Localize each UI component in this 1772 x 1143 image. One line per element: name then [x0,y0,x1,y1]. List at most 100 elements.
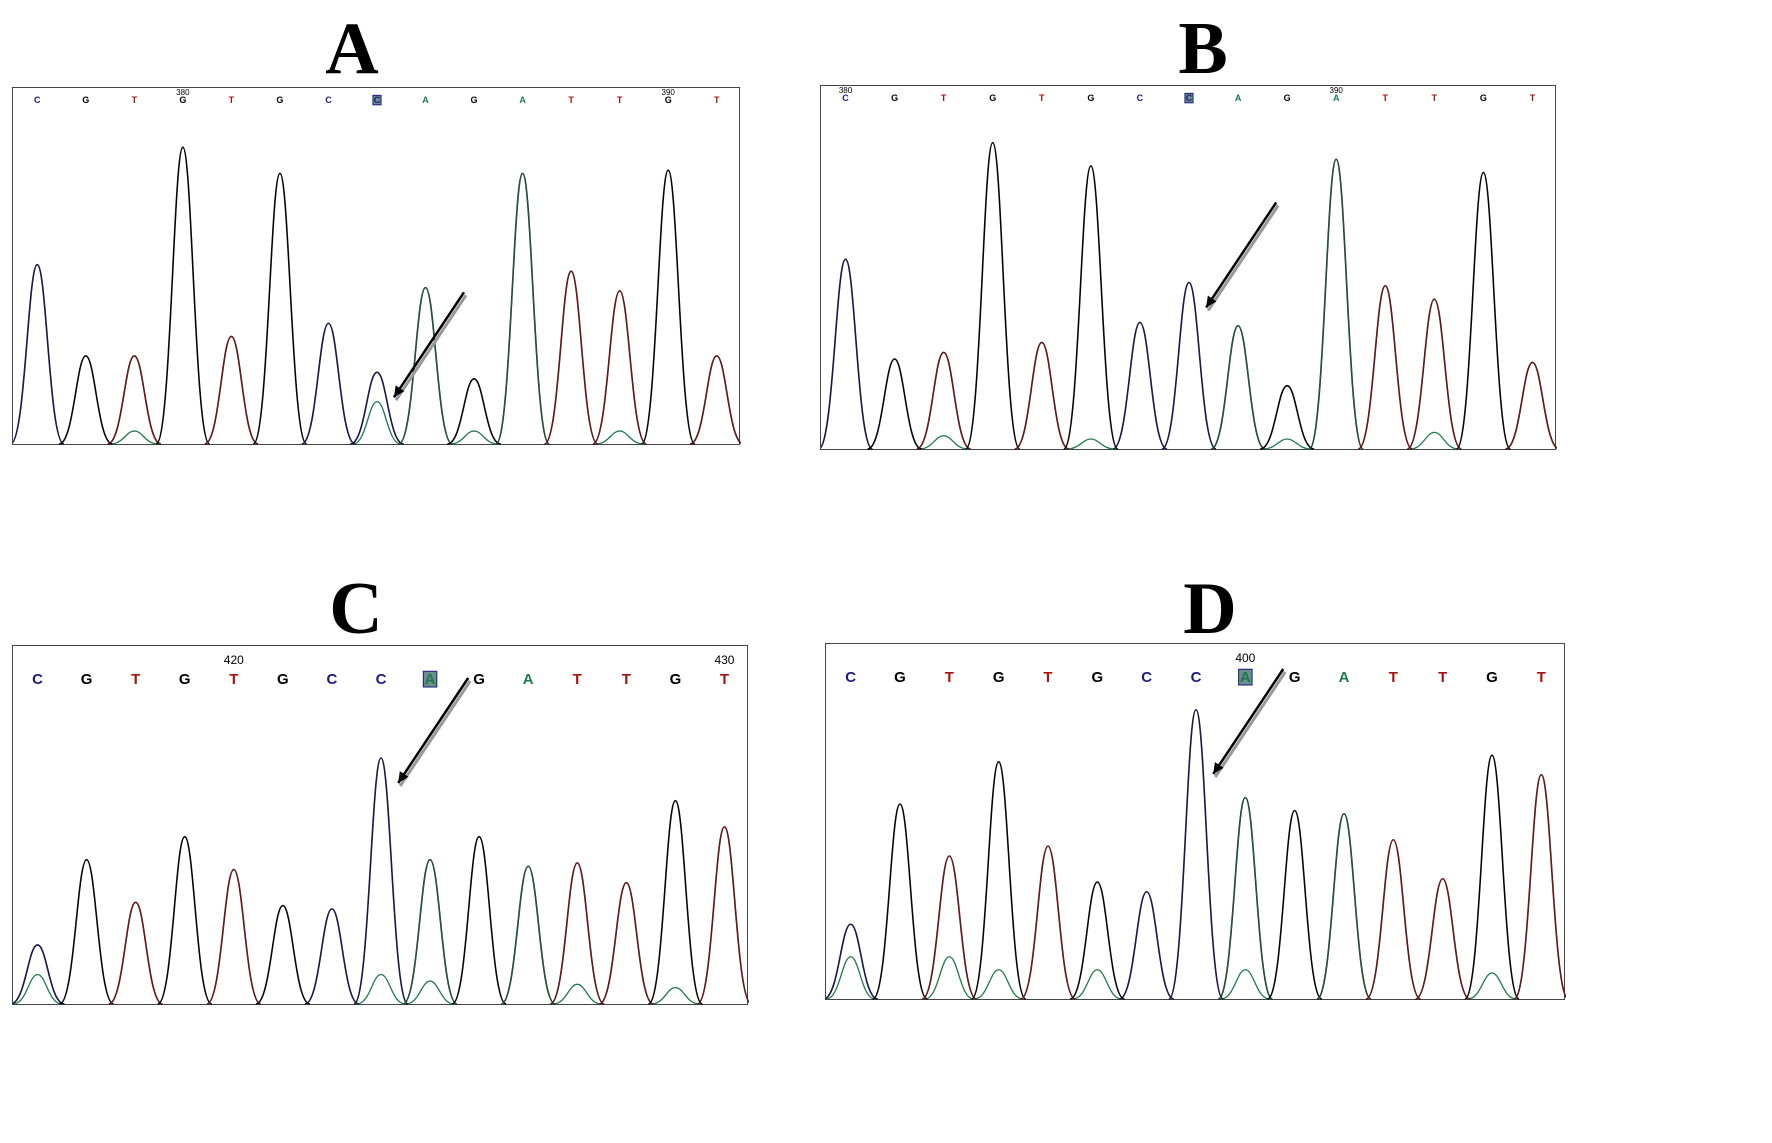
peak-trace-2 [107,355,162,445]
base-call-8: A [1235,93,1242,103]
peak-13 [647,799,704,1005]
minor-peak-5 [1066,438,1116,450]
minor-peak-9 [450,430,499,445]
peak-trace-0 [13,264,65,445]
peak-3 [155,146,211,445]
base-call-8: A [422,95,429,105]
peak-4 [206,868,262,1005]
arrow-head [393,385,405,398]
base-call-1: G [81,671,93,688]
peak-trace-6 [304,908,360,1005]
base-call-9: G [1284,93,1291,103]
highlighted-base-box [372,94,382,106]
arrow-shadow [394,294,468,402]
peak-trace-2 [921,855,977,1000]
base-call-3: G [989,93,996,103]
peak-trace-7 [353,757,409,1005]
minor-peak-9 [1262,438,1312,450]
peak-trace-13 [1464,754,1520,1000]
minor-peak-12 [595,430,644,445]
peak-trace-13 [641,169,696,445]
base-call-10: A [519,95,526,105]
base-call-5: G [276,95,283,105]
highlighted-base-box [422,670,438,688]
peak-trace-4 [1014,341,1069,450]
panel-label-b: B [1178,8,1228,90]
peak-7 [349,371,405,445]
peak-trace-9 [447,378,501,445]
peak-10 [500,865,556,1005]
peak-12 [1406,298,1462,450]
base-call-2: T [131,671,140,688]
minor-peak-7 [356,973,406,1005]
minor-peak-8 [1220,969,1270,1000]
peak-11 [1365,838,1422,1000]
peak-8 [1217,796,1274,1000]
peak-6 [1119,890,1175,1000]
peak-trace-7 [350,371,404,445]
chromatogram-a: C G T G T G C C A G A T T G T 380 390 [13,88,741,445]
minor-peak-8 [405,980,455,1005]
arrow-head [398,771,409,783]
chromatogram-panel-a: C G T G T G C C A G A T T G T 380 390 [12,87,741,445]
peak-trace-7 [1161,282,1217,450]
minor-peak-2 [919,435,968,450]
base-call-3: G [179,671,191,688]
base-call-5: G [1087,93,1094,103]
base-call-9: G [473,671,485,688]
peak-trace-8 [1210,325,1266,450]
base-call-1: G [891,93,898,103]
peak-trace-10 [500,865,556,1005]
peak-trace-0 [821,258,873,450]
peak-trace-12 [1407,298,1462,450]
base-call-12: T [622,671,631,688]
peak-9 [447,377,502,445]
base-call-11: T [573,671,582,688]
position-label: 430 [714,653,734,667]
peak-trace-13 [648,800,703,1005]
peak-1 [867,358,922,450]
peak-trace-6 [1119,891,1174,1000]
peak-1 [58,355,113,445]
peak-trace-1 [872,803,928,1000]
peak-5 [255,904,311,1005]
peak-2 [916,351,972,450]
chromatogram-panel-d: C G T G T G C C A G A T T G T 400 [825,643,1566,1000]
peak-13 [1464,754,1520,1000]
peak-trace-11 [1357,285,1413,450]
peak-1 [58,858,115,1005]
base-call-13: G [665,95,672,105]
base-call-4: T [1039,93,1045,103]
peak-6 [1112,321,1168,450]
peak-trace-6 [301,322,356,445]
peak-4 [1014,341,1070,450]
base-call-5: G [277,671,289,688]
arrow-shadow [398,680,472,787]
peak-trace-13 [1456,172,1511,450]
peak-5 [252,172,308,445]
peak-trace-3 [965,142,1021,450]
minor-peak-13 [1467,972,1517,1000]
base-call-8: A [425,671,436,688]
peak-trace-9 [1267,810,1323,1000]
peak-trace-12 [1415,878,1470,1000]
arrow-head [1206,295,1217,308]
position-label: 390 [1330,86,1344,95]
peak-10 [495,172,551,445]
base-call-14: T [720,671,729,688]
highlighted-base-box [1184,92,1194,104]
base-call-6: C [325,95,332,105]
peak-trace-2 [916,351,971,450]
base-call-0: C [845,669,856,686]
peak-6 [304,908,360,1005]
peak-7 [1168,708,1224,1000]
peak-trace-4 [204,335,259,445]
peak-trace-3 [155,146,210,445]
peak-14 [1513,773,1566,1000]
peak-3 [156,835,213,1005]
arrow-shadow [1214,671,1287,778]
base-call-10: A [523,671,534,688]
base-call-9: G [1289,669,1301,686]
peak-trace-1 [58,355,113,445]
peak-1 [872,803,928,1000]
